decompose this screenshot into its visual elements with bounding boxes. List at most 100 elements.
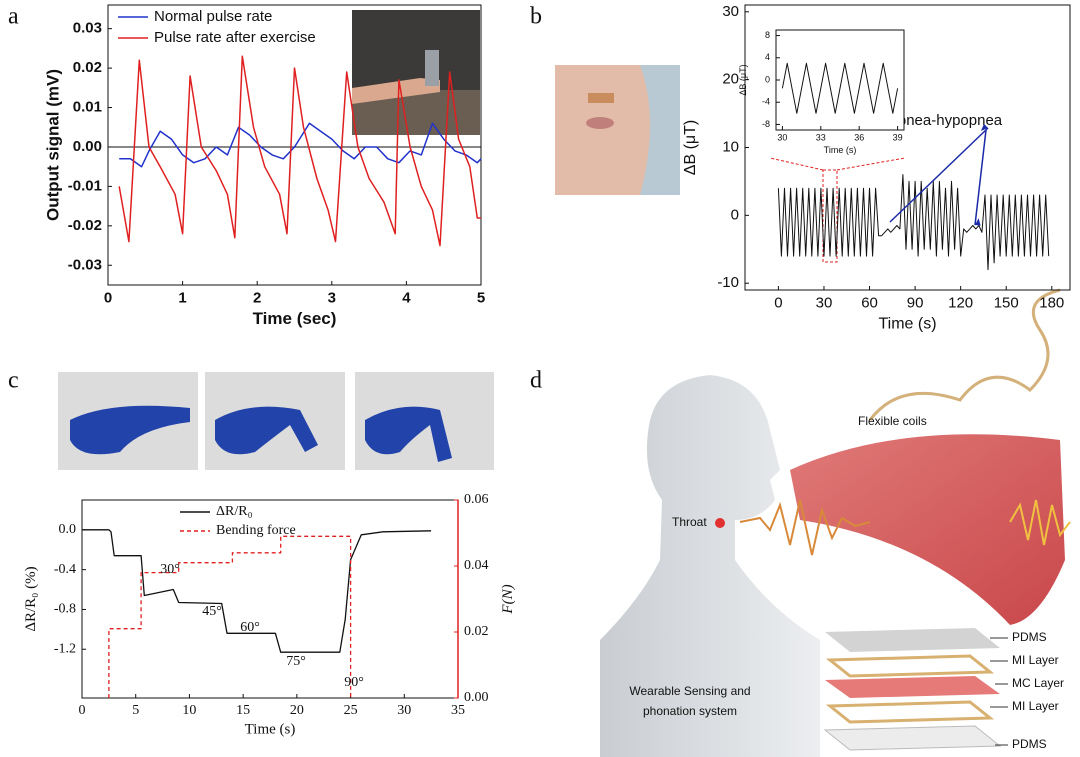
y-tick-label: -1.2 bbox=[54, 641, 76, 656]
label: Throat bbox=[672, 515, 707, 529]
x-tick-label: 35 bbox=[451, 703, 465, 718]
diagram-d: Flexible coils Throat PDMS MI Layer MC L… bbox=[600, 288, 1071, 757]
zoom-guides bbox=[769, 157, 906, 263]
label: Flexible coils bbox=[858, 414, 927, 428]
x-tick-label: 3 bbox=[328, 289, 336, 306]
y-tick-label: -0.8 bbox=[54, 602, 76, 617]
x-tick-label: 90 bbox=[907, 294, 924, 311]
coil bbox=[868, 288, 1061, 421]
annotation: 90° bbox=[344, 675, 364, 690]
y2-tick-label: 0.00 bbox=[464, 690, 489, 705]
y-tick-label: 8 bbox=[765, 30, 770, 40]
plot-frame bbox=[775, 29, 905, 131]
x-tick-label: 0 bbox=[104, 289, 112, 306]
y2-tick-label: 0.04 bbox=[464, 558, 489, 573]
y-tick-label: -0.02 bbox=[68, 217, 102, 234]
layer bbox=[825, 676, 1000, 698]
x-tick-label: 30 bbox=[777, 132, 787, 142]
y-tick-label: 0.00 bbox=[73, 138, 102, 155]
x-tick-label: 4 bbox=[402, 289, 411, 306]
arrow-head bbox=[975, 218, 981, 226]
y-tick-label: -0.4 bbox=[54, 562, 76, 577]
x-tick-label: 0 bbox=[774, 294, 782, 311]
panel-label: a bbox=[8, 4, 19, 30]
chart: 0 30 60 90 120 150 180 -10 0 10 20 30 Time (s) ΔB (μT… bbox=[682, 3, 1071, 333]
annotation: 30° bbox=[160, 562, 180, 577]
annotation: Apnea-hypopnea bbox=[888, 112, 1003, 129]
x-axis-label: Time (s) bbox=[824, 145, 857, 155]
x-tick-label: 2 bbox=[253, 289, 261, 306]
y-tick-label: 0.0 bbox=[59, 522, 77, 537]
x-tick-label: 1 bbox=[178, 289, 186, 306]
x-tick-label: 15 bbox=[236, 703, 250, 718]
y-tick-label: 10 bbox=[722, 138, 739, 155]
layer bbox=[825, 628, 1000, 652]
chart: 0 1 2 3 4 5 0.03 0.02 0.01 0.00 -0.01 -0.02 -0.03 Nor… bbox=[43, 4, 485, 328]
layer-label: MI Layer bbox=[1012, 699, 1059, 713]
x-tick-label: 5 bbox=[477, 289, 485, 306]
x-tick-label: 39 bbox=[893, 132, 903, 142]
y-axis-label: ΔB (μT) bbox=[682, 120, 699, 175]
y-axis-label: Output signal (mV) bbox=[43, 69, 62, 221]
x-tick-label: 120 bbox=[948, 294, 973, 311]
photo-gloves bbox=[58, 372, 494, 470]
x-tick-label: 10 bbox=[182, 703, 196, 718]
panel-label: c bbox=[8, 368, 19, 394]
y-tick-label: -8 bbox=[762, 119, 770, 129]
x-tick-label: 25 bbox=[344, 703, 358, 718]
x-tick-label: 36 bbox=[854, 132, 864, 142]
x-tick-label: 60 bbox=[861, 294, 878, 311]
arrow-head bbox=[980, 123, 988, 131]
series-line bbox=[108, 535, 352, 698]
y-axis-label: ΔB (μT) bbox=[738, 64, 748, 95]
sound-wave bbox=[1009, 499, 1071, 546]
layer bbox=[825, 700, 995, 724]
x-tick-label: 20 bbox=[290, 703, 304, 718]
annotation-arrow bbox=[974, 129, 987, 226]
photo-face bbox=[555, 65, 680, 195]
y-tick-label: 0 bbox=[731, 206, 739, 223]
series-line bbox=[777, 174, 1050, 271]
legend-label: ΔR/R₀ bbox=[216, 504, 253, 519]
zoom-line bbox=[836, 157, 906, 171]
layer bbox=[823, 725, 1002, 751]
x-tick-label: 30 bbox=[397, 703, 411, 718]
plot-frame bbox=[107, 4, 482, 286]
series-line bbox=[119, 122, 482, 168]
x-tick-label: 5 bbox=[132, 703, 139, 718]
panel-label: d bbox=[530, 368, 542, 394]
y2-tick-label: 0.06 bbox=[464, 492, 489, 507]
layer bbox=[825, 654, 995, 678]
y-tick-label: -4 bbox=[762, 97, 770, 107]
y-tick-label: 0.03 bbox=[73, 20, 102, 37]
y-tick-label: 20 bbox=[722, 71, 739, 88]
x-axis-label: Time (s) bbox=[878, 316, 936, 333]
x-tick-label: 30 bbox=[816, 294, 833, 311]
x-axis-label: Time (s) bbox=[245, 722, 296, 738]
annotation: 45° bbox=[202, 604, 222, 619]
head-silhouette bbox=[600, 375, 820, 757]
x-axis-label: Time (sec) bbox=[253, 309, 337, 328]
y-tick-label: -0.03 bbox=[68, 256, 102, 273]
series-line bbox=[781, 62, 899, 114]
annotation-arrow bbox=[889, 127, 989, 223]
zoom-box bbox=[822, 169, 838, 263]
chart: 30 33 36 39 -8 -4 0 4 8 Time (s) ΔB (μT) bbox=[738, 29, 905, 155]
legend-label: Normal pulse rate bbox=[154, 8, 272, 25]
series-line bbox=[82, 529, 432, 653]
series-line bbox=[118, 55, 481, 247]
layer-label: PDMS bbox=[1012, 630, 1047, 644]
layer-label: MC Layer bbox=[1012, 676, 1064, 690]
y-tick-label: 0.02 bbox=[73, 59, 102, 76]
zoom-line bbox=[769, 157, 824, 171]
flexible-sheet bbox=[790, 434, 1065, 625]
x-tick-label: 180 bbox=[1039, 294, 1064, 311]
y2-axis-label: F(N) bbox=[500, 584, 516, 614]
legend-label: Pulse rate after exercise bbox=[154, 29, 316, 46]
y-tick-label: -0.01 bbox=[68, 177, 102, 194]
x-tick-label: 150 bbox=[994, 294, 1019, 311]
x-tick-label: 0 bbox=[79, 703, 86, 718]
y-tick-label: 30 bbox=[722, 3, 739, 20]
